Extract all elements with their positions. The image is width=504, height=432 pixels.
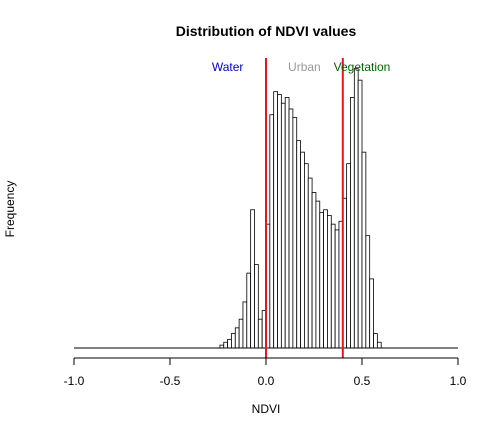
x-tick-label: 1.0 <box>450 374 467 388</box>
histogram-bar <box>296 140 301 349</box>
annotation-label: Water <box>212 60 244 74</box>
histogram-bar <box>223 341 228 349</box>
histogram-bar <box>280 102 286 349</box>
histogram-bar <box>346 163 351 349</box>
histogram-bar <box>319 212 325 349</box>
x-tick-label: -1.0 <box>64 374 85 388</box>
histogram-bar <box>254 264 259 349</box>
histogram-bars <box>219 68 382 349</box>
histogram-bar <box>369 278 374 349</box>
histogram-bar <box>257 318 263 349</box>
class-annotations: Water Urban Vegetation <box>212 60 391 74</box>
x-axis-label: NDVI <box>252 402 281 416</box>
histogram-bar <box>357 79 363 349</box>
histogram-bar <box>284 97 290 349</box>
annotation-label: Urban <box>288 60 321 74</box>
histogram-bar <box>231 333 236 349</box>
histogram-bar <box>242 301 248 349</box>
histogram-bar <box>376 341 382 349</box>
histogram-bar <box>288 108 294 349</box>
annotation-label: Vegetation <box>334 60 391 74</box>
histogram-bar <box>323 209 328 349</box>
x-tick-label: -0.5 <box>160 374 181 388</box>
histogram-bar <box>234 327 240 349</box>
histogram-bar <box>300 151 305 349</box>
histogram-bar <box>327 215 332 349</box>
histogram-bar <box>269 114 275 349</box>
x-axis: -1.0 -0.5 0.0 0.5 1.0 <box>64 357 467 388</box>
histogram-bar <box>350 97 355 349</box>
histogram-bar <box>292 117 298 349</box>
y-axis-label: Frequency <box>3 181 17 238</box>
histogram-bar <box>373 333 378 349</box>
histogram-bar <box>315 200 321 349</box>
histogram-bar <box>311 192 317 349</box>
chart-title: Distribution of NDVI values <box>176 23 357 39</box>
histogram-bar <box>246 272 252 349</box>
histogram-bar <box>273 91 278 349</box>
histogram-bar <box>303 163 309 349</box>
histogram-bar <box>361 151 367 349</box>
histogram-bar <box>365 235 371 349</box>
histogram-bar <box>334 229 340 349</box>
histogram-bar <box>238 318 244 349</box>
threshold-lines <box>265 58 344 358</box>
histogram-bar <box>307 177 313 349</box>
x-tick-label: 0.0 <box>258 374 275 388</box>
histogram-bar <box>353 68 359 349</box>
histogram-bar <box>227 338 232 349</box>
histogram-bar <box>277 94 282 349</box>
histogram-bar <box>330 223 336 349</box>
histogram-bar <box>250 209 255 349</box>
x-tick-label: 0.5 <box>354 374 371 388</box>
